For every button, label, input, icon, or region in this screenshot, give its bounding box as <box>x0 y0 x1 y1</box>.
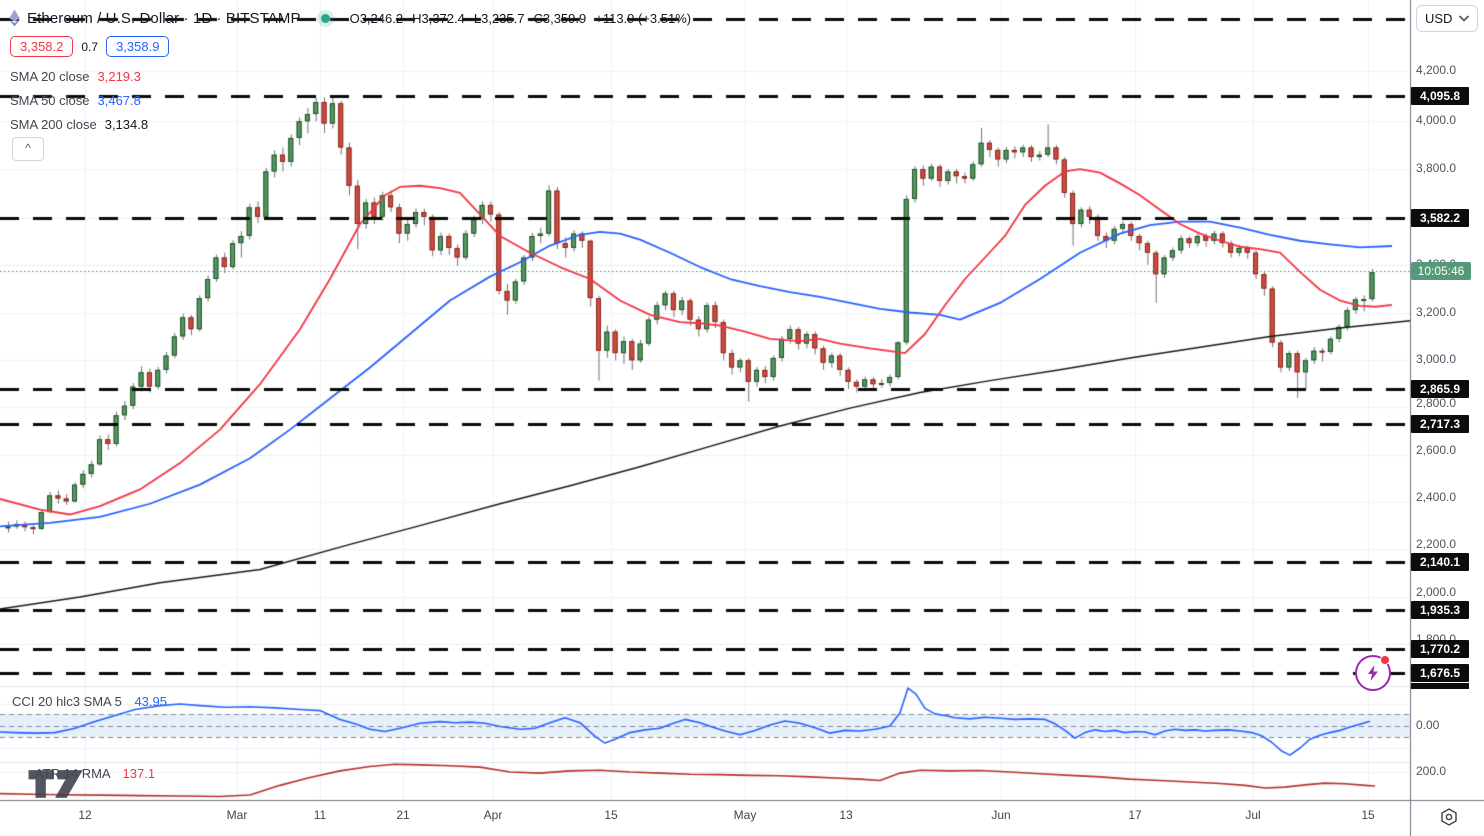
price-axis-label: 2,000.0 <box>1416 585 1457 599</box>
cci-label: CCI 20 hlc3 SMA 5 <box>12 694 122 709</box>
atr-label: ATR 14 RMA <box>35 766 110 781</box>
change-value: +113.9 (+3.51%) <box>595 10 692 26</box>
price-level-badge: 1,770.2 <box>1411 640 1469 658</box>
instant-order-button[interactable] <box>1355 655 1391 691</box>
price-axis-label: 2,400.0 <box>1416 490 1457 504</box>
time-axis-label: May <box>733 808 757 822</box>
time-axis-label: 21 <box>396 808 410 822</box>
legend-collapse-button[interactable]: ^ <box>12 137 44 161</box>
ethereum-icon <box>9 9 20 27</box>
sma20-value: 3,219.3 <box>97 68 141 84</box>
indicator-legend: SMA 20 close 3,219.3 SMA 50 close 3,467.… <box>10 64 148 136</box>
time-axis-label: 15 <box>604 808 618 822</box>
price-level-badge: 1,935.3 <box>1411 601 1469 619</box>
time-axis-label: 15 <box>1361 808 1375 822</box>
price-axis-label: 200.0 <box>1416 764 1447 778</box>
legend-row-sma50[interactable]: SMA 50 close 3,467.8 <box>10 88 148 112</box>
time-axis-label: 11 <box>313 808 327 822</box>
tradingview-logo <box>28 770 83 798</box>
time-axis-label: Jun <box>991 808 1011 822</box>
sma200-value: 3,134.8 <box>104 116 149 132</box>
cci-legend-row[interactable]: CCI 20 hlc3 SMA 5 43.95 <box>12 694 167 709</box>
ohlc-values: O3,246.2 H3,372.4 L3,235.7 C3,359.9 +113… <box>350 11 692 26</box>
sma50-label: SMA 50 close <box>10 92 90 108</box>
price-level-badge: 3,582.2 <box>1411 209 1469 227</box>
market-status-icon[interactable] <box>320 13 330 23</box>
open-value: O3,246.2 <box>349 10 404 26</box>
symbol-header[interactable]: Ethereum / U.S. Dollar · 1D · BITSTAMP O… <box>8 9 691 27</box>
price-axis-label: 3,800.0 <box>1416 161 1457 175</box>
price-axis-label: 0.00 <box>1416 718 1440 732</box>
time-axis-label: 17 <box>1128 808 1142 822</box>
sma200-label: SMA 200 close <box>10 116 97 132</box>
sell-button[interactable]: 3,358.2 <box>10 36 74 57</box>
price-axis-label: 4,200.0 <box>1416 63 1457 77</box>
high-value: H3,372.4 <box>412 10 465 26</box>
currency-toggle-button[interactable]: USD <box>1416 5 1478 32</box>
legend-row-sma200[interactable]: SMA 200 close 3,134.8 <box>10 112 148 136</box>
time-axis-label: Apr <box>483 808 503 822</box>
axis-settings-gear-icon[interactable] <box>1438 806 1460 828</box>
price-level-badge: 2,140.1 <box>1411 553 1469 571</box>
currency-label: USD <box>1425 11 1453 26</box>
close-value: C3,359.9 <box>533 10 587 26</box>
price-axis-label: 2,600.0 <box>1416 443 1457 457</box>
time-axis-label: 12 <box>78 808 92 822</box>
price-axis-label: 2,800.0 <box>1416 396 1457 410</box>
spread-value: 0.7 <box>81 39 99 54</box>
lightning-bolt-icon <box>1368 665 1378 681</box>
atr-value: 137.1 <box>122 766 156 781</box>
price-level-badge: 4,095.8 <box>1411 87 1469 105</box>
atr-legend-row[interactable]: ATR 14 RMA 137.1 <box>35 766 155 781</box>
symbol-title[interactable]: Ethereum / U.S. Dollar · 1D · BITSTAMP <box>27 9 301 27</box>
clipped-price-level-badge <box>1411 683 1469 689</box>
sma50-value: 3,467.8 <box>97 92 141 108</box>
cci-value: 43.95 <box>134 694 167 709</box>
price-axis-label: 3,000.0 <box>1416 352 1457 366</box>
buy-button[interactable]: 3,358.9 <box>106 36 170 57</box>
price-level-badge: 2,717.3 <box>1411 415 1469 433</box>
time-axis-label: Jul <box>1245 808 1261 822</box>
price-level-badge: 2,865.9 <box>1411 380 1469 398</box>
time-axis-label: 13 <box>839 808 853 822</box>
quote-row: 3,358.2 0.7 3,358.9 <box>10 36 170 57</box>
sma20-label: SMA 20 close <box>10 68 90 84</box>
notification-dot <box>1380 655 1390 665</box>
price-level-badge: 1,676.5 <box>1411 664 1469 682</box>
bar-countdown-badge: 10:05:46 <box>1411 262 1471 280</box>
price-axis-label: 2,200.0 <box>1416 537 1457 551</box>
low-value: L3,235.7 <box>473 10 525 26</box>
price-axis-label: 4,000.0 <box>1416 113 1457 127</box>
legend-row-sma20[interactable]: SMA 20 close 3,219.3 <box>10 64 148 88</box>
time-axis-label: Mar <box>226 808 248 822</box>
chevron-up-icon: ^ <box>25 141 31 155</box>
price-axis-label: 3,200.0 <box>1416 305 1457 319</box>
chevron-down-icon <box>1459 15 1469 22</box>
